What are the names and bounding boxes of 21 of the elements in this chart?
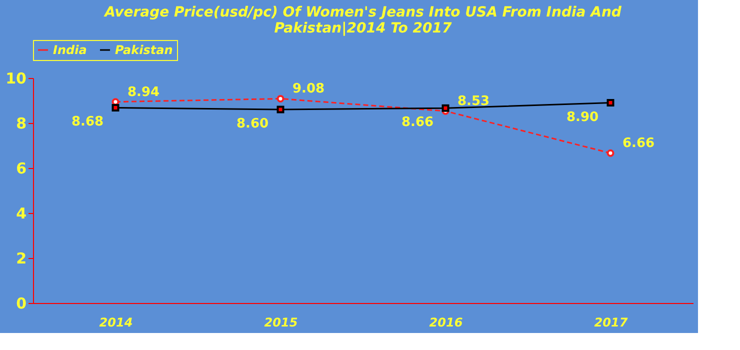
y-tick-label: 4	[16, 204, 26, 222]
data-label: 8.90	[566, 110, 599, 125]
legend-label: Pakistan	[115, 43, 173, 57]
y-tick-label: 10	[6, 70, 26, 88]
data-label: 8.68	[71, 114, 104, 130]
legend-label: India	[53, 43, 87, 57]
x-tick-label: 2016	[429, 316, 463, 330]
y-tick-label: 0	[16, 294, 26, 312]
chart-title: Average Price(usd/pc) Of Women's Jeans Into USA From India And Pakistan|2014 To 2017	[104, 4, 622, 36]
data-label: 8.94	[127, 84, 160, 100]
y-tick-label: 6	[16, 160, 26, 178]
x-tick-label: 2017	[594, 316, 628, 330]
y-tick-label: 2	[16, 250, 26, 268]
data-label: 8.66	[401, 115, 434, 130]
data-label: 6.66	[622, 136, 655, 152]
data-label: 9.08	[292, 82, 325, 97]
x-tick-label: 2014	[99, 316, 133, 330]
y-tick-label: 8	[16, 114, 26, 132]
x-tick-label: 2015	[264, 316, 298, 330]
data-label: 8.53	[457, 94, 490, 110]
data-label: 8.60	[236, 116, 269, 132]
